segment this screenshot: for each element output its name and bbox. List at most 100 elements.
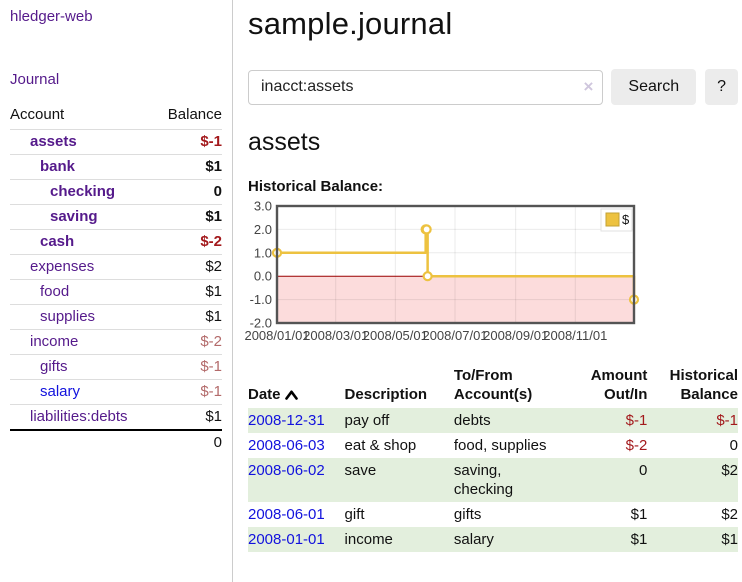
search-input[interactable] (248, 69, 604, 105)
accounts-header-account: Account (10, 106, 65, 123)
x-tick-label: 2008/03/01 (303, 328, 368, 343)
account-link[interactable]: saving (50, 208, 98, 225)
transaction-date-link[interactable]: 2008-06-03 (248, 437, 325, 454)
transaction-balance: $-1 (716, 412, 738, 429)
account-link[interactable]: supplies (40, 308, 96, 325)
transaction-amount: $1 (630, 531, 648, 548)
x-tick-label: 2008/11/01 (543, 328, 607, 343)
account-balance: $1 (155, 404, 222, 430)
account-row: expenses $2 (10, 254, 222, 280)
account-link[interactable]: income (30, 333, 79, 350)
account-row: checking 0 (10, 179, 222, 205)
transaction-date-link[interactable]: 2008-06-01 (248, 506, 325, 523)
transaction-accounts: food, supplies (453, 437, 547, 454)
register-header-date[interactable]: Date (248, 363, 345, 408)
account-row: income $-2 (10, 329, 222, 355)
main-content: sample.journal × Search ? assets Histori… (244, 6, 742, 572)
account-balance: $1 (155, 304, 222, 330)
x-tick-label: 2008/09/01 (483, 328, 548, 343)
search-button[interactable]: Search (611, 69, 697, 105)
transaction-description: pay off (344, 412, 390, 429)
account-row: salary $-1 (10, 379, 222, 405)
plot-border (275, 204, 636, 325)
transaction-accounts: saving, checking (453, 462, 514, 498)
register-row: 2008-06-03 eat & shop food, supplies $-2 0 (248, 433, 738, 458)
account-row: saving $1 (10, 204, 222, 230)
help-button[interactable]: ? (705, 69, 738, 105)
negative-region (277, 276, 634, 323)
data-point (422, 271, 433, 282)
transaction-accounts: gifts (453, 506, 482, 523)
account-link[interactable]: bank (40, 158, 76, 175)
transaction-amount: $1 (630, 506, 648, 523)
transaction-balance: $1 (721, 531, 738, 548)
account-row: food $1 (10, 279, 222, 305)
accounts-table: Account Balance assets $-1 bank $1 checking 0… (10, 104, 222, 455)
app-brand-link[interactable]: hledger-web (10, 8, 93, 25)
y-tick-label: 3.0 (254, 199, 272, 214)
account-row: supplies $1 (10, 304, 222, 330)
transaction-accounts: debts (453, 412, 491, 429)
x-tick-label: 2008/01/01 (244, 328, 309, 343)
register-header-description: Description (344, 386, 428, 403)
transaction-amount: 0 (639, 462, 648, 479)
y-tick-label: 1.0 (254, 245, 272, 260)
account-balance: 0 (155, 179, 222, 205)
register-row: 2008-06-01 gift gifts $1 $2 (248, 502, 738, 527)
transaction-amount: $-1 (625, 412, 648, 429)
account-link[interactable]: liabilities:debts (30, 408, 128, 425)
account-balance: $1 (155, 204, 222, 230)
legend-label: $ (622, 212, 630, 227)
transaction-date-link[interactable]: 2008-01-01 (248, 531, 325, 548)
account-balance: $-2 (155, 329, 222, 355)
account-heading: assets (248, 128, 321, 156)
register-header-balance: Historical Balance (669, 367, 738, 403)
y-tick-label: 2.0 (254, 222, 272, 237)
transaction-description: gift (344, 506, 365, 523)
transaction-date-link[interactable]: 2008-06-02 (248, 462, 325, 479)
register-header-amount: Amount Out/In (590, 367, 648, 403)
sidebar-item-journal[interactable]: Journal (10, 71, 60, 88)
sidebar: hledger-web Journal Account Balance asse… (0, 0, 233, 582)
sort-asc-icon (284, 386, 298, 405)
account-link[interactable]: gifts (40, 358, 68, 375)
account-row: liabilities:debts $1 (10, 404, 222, 430)
chart-heading: Historical Balance: (248, 178, 384, 195)
account-link[interactable]: assets (30, 133, 77, 150)
register-table: Date Description To/From Account(s) Amou… (248, 363, 738, 552)
data-point (421, 224, 432, 235)
account-balance: $-2 (155, 229, 222, 255)
account-link[interactable]: expenses (30, 258, 95, 275)
legend-swatch (605, 212, 620, 227)
transaction-description: save (344, 462, 377, 479)
account-link[interactable]: salary (40, 383, 81, 400)
register-row: 2008-06-02 save saving, checking 0 $2 (248, 458, 738, 502)
account-row: cash $-2 (10, 229, 222, 255)
account-balance: $-1 (155, 379, 222, 405)
transaction-amount: $-2 (625, 437, 648, 454)
account-balance: $-1 (155, 354, 222, 380)
account-link[interactable]: food (40, 283, 70, 300)
account-balance: $1 (155, 279, 222, 305)
y-tick-label: -1.0 (250, 292, 272, 307)
search-bar: × Search ? (248, 69, 738, 105)
accounts-total-value: 0 (155, 429, 222, 455)
transaction-date-link[interactable]: 2008-12-31 (248, 412, 325, 429)
account-balance: $-1 (155, 129, 222, 155)
register-row: 2008-01-01 income salary $1 $1 (248, 527, 738, 552)
transaction-description: income (344, 531, 393, 548)
account-balance: $1 (155, 154, 222, 180)
account-link[interactable]: cash (40, 233, 75, 250)
y-tick-label: -2.0 (250, 316, 272, 331)
transaction-balance: $2 (721, 506, 738, 523)
account-row: bank $1 (10, 154, 222, 180)
transaction-balance: 0 (729, 437, 738, 454)
transaction-description: eat & shop (344, 437, 417, 454)
clear-search-icon[interactable]: × (583, 76, 594, 96)
account-row: assets $-1 (10, 129, 222, 155)
x-tick-label: 2008/07/01 (422, 328, 487, 343)
account-link[interactable]: checking (50, 183, 116, 200)
transaction-balance: $2 (721, 462, 738, 479)
register-header-accounts: To/From Account(s) (453, 367, 533, 403)
register-row: 2008-12-31 pay off debts $-1 $-1 (248, 408, 738, 433)
